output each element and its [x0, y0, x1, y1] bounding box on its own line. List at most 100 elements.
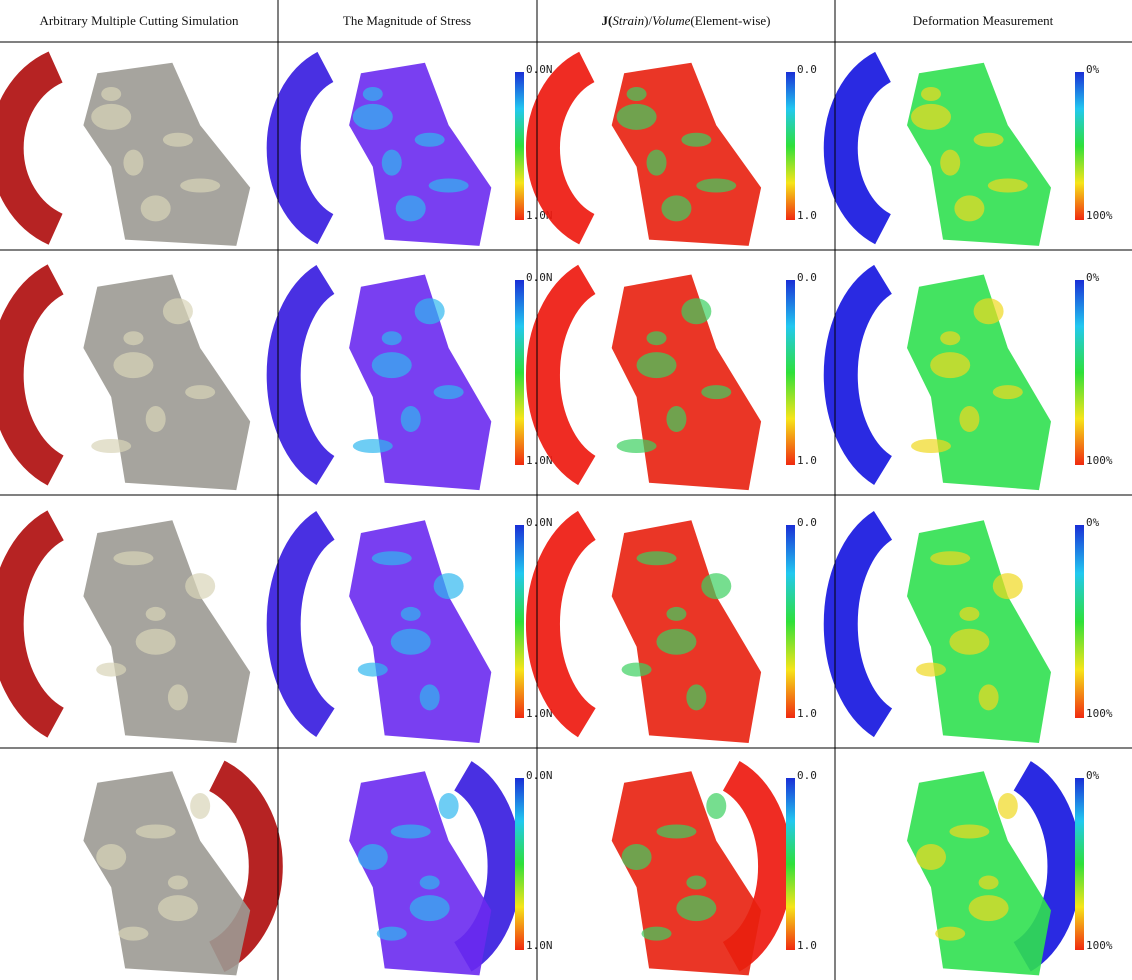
texture-spot [382, 331, 402, 345]
texture-spot [372, 551, 412, 565]
column-header: Deformation Measurement [913, 13, 1054, 28]
colorbar [786, 778, 795, 950]
texture-spot [911, 104, 951, 130]
colorbar-label: 0.0N [526, 769, 553, 782]
colorbar-label: 0% [1086, 769, 1100, 782]
texture-spot [642, 927, 672, 941]
texture-spot [617, 439, 657, 453]
texture-spot [974, 298, 1004, 324]
colorbar-label: 0.0N [526, 271, 553, 284]
texture-spot [136, 825, 176, 839]
cell-image [349, 771, 504, 975]
texture-spot [382, 150, 402, 176]
colorbar [515, 778, 524, 950]
texture-spot [358, 663, 388, 677]
texture-spot [706, 793, 726, 819]
cell-image [543, 520, 761, 743]
colorbar-label: 100% [1086, 209, 1113, 222]
texture-spot [434, 573, 464, 599]
cell-image [612, 771, 775, 975]
colorbar [515, 525, 524, 718]
texture-spot [146, 607, 166, 621]
texture-spot [185, 573, 215, 599]
texture-spot [627, 87, 647, 101]
texture-spot [434, 385, 464, 399]
texture-spot [353, 439, 393, 453]
texture-spot [622, 663, 652, 677]
colorbar [786, 72, 795, 220]
colorbar-label: 0% [1086, 63, 1100, 76]
texture-spot [935, 927, 965, 941]
cell-image [284, 520, 492, 743]
texture-spot [993, 573, 1023, 599]
colorbar-label: 1.0 [797, 454, 817, 467]
header-part: Strain [612, 13, 644, 28]
texture-spot [701, 573, 731, 599]
texture-spot [647, 331, 667, 345]
texture-spot [136, 629, 176, 655]
texture-spot [391, 825, 431, 839]
texture-spot [113, 352, 153, 378]
column-header: Arbitrary Multiple Cutting Simulation [40, 13, 239, 28]
texture-spot [622, 844, 652, 870]
texture-spot [415, 298, 445, 324]
texture-spot [916, 844, 946, 870]
cut-arc [841, 279, 883, 470]
texture-spot [666, 406, 686, 432]
texture-spot [146, 406, 166, 432]
cut-arc [7, 67, 56, 229]
cut-arc [284, 279, 326, 470]
cell-image [7, 275, 251, 491]
texture-spot [940, 150, 960, 176]
colorbar-label: 0.0N [526, 516, 553, 529]
texture-spot [930, 551, 970, 565]
colorbar-label: 1.0N [526, 707, 553, 720]
texture-spot [372, 352, 412, 378]
texture-spot [180, 179, 220, 193]
cut-arc [543, 67, 587, 229]
texture-spot [949, 629, 989, 655]
cut-arc [841, 67, 883, 229]
colorbar-label: 100% [1086, 707, 1113, 720]
texture-spot [959, 607, 979, 621]
texture-spot [377, 927, 407, 941]
texture-spot [979, 876, 999, 890]
texture-spot [123, 331, 143, 345]
texture-spot [163, 133, 193, 147]
colorbar-label: 0.0 [797, 63, 817, 76]
texture-spot [916, 663, 946, 677]
colorbar-label: 0.0 [797, 769, 817, 782]
colorbar-label: 0% [1086, 516, 1100, 529]
colorbar-label: 1.0 [797, 209, 817, 222]
cut-arc [7, 525, 56, 722]
colorbar-label: 0% [1086, 271, 1100, 284]
texture-spot [420, 684, 440, 710]
colorbar-label: 0.0 [797, 516, 817, 529]
texture-spot [921, 87, 941, 101]
cell-image [543, 275, 761, 491]
texture-spot [696, 179, 736, 193]
texture-spot [686, 684, 706, 710]
texture-spot [96, 844, 126, 870]
colorbar [1075, 280, 1084, 465]
texture-spot [168, 876, 188, 890]
texture-spot [959, 406, 979, 432]
texture-spot [391, 629, 431, 655]
texture-spot [974, 133, 1004, 147]
colorbar [786, 525, 795, 718]
cut-arc [543, 279, 587, 470]
texture-spot [940, 331, 960, 345]
colorbar [515, 280, 524, 465]
texture-spot [401, 406, 421, 432]
texture-spot [190, 793, 210, 819]
texture-spot [666, 607, 686, 621]
texture-spot [363, 87, 383, 101]
texture-spot [686, 876, 706, 890]
header-part: (Element-wise) [690, 13, 770, 28]
texture-spot [998, 793, 1018, 819]
texture-spot [410, 895, 450, 921]
texture-spot [637, 551, 677, 565]
texture-spot [656, 825, 696, 839]
texture-spot [954, 195, 984, 221]
colorbar-label: 1.0 [797, 707, 817, 720]
